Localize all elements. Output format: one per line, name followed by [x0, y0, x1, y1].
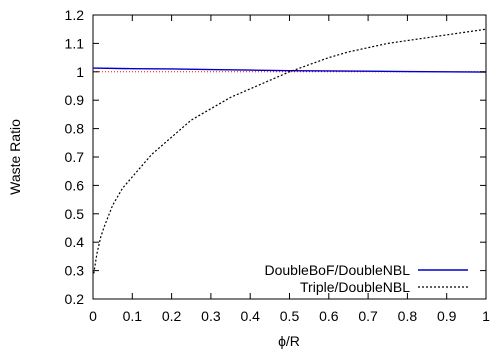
y-tick-label: 0.8	[65, 121, 85, 137]
x-tick-label: 0.1	[123, 308, 143, 324]
series-line-triple-doublenbl	[93, 28, 487, 274]
y-tick-label: 1.1	[65, 35, 85, 51]
y-tick-label: 1	[76, 64, 84, 80]
y-tick-label: 0.5	[65, 206, 85, 222]
y-tick-label: 1.2	[65, 7, 85, 23]
plot-frame	[92, 14, 487, 300]
y-tick-label: 0.4	[65, 234, 85, 250]
y-tick-label: 0.9	[65, 92, 85, 108]
x-tick-label: 0.8	[398, 308, 418, 324]
x-tick-label: 0.2	[162, 308, 182, 324]
legend-label: Triple/DoubleNBL	[300, 279, 410, 295]
x-tick-label: 0.3	[201, 308, 221, 324]
x-tick-label: 0.5	[280, 308, 300, 324]
series-line-doublebof-doublenbl	[92, 67, 487, 73]
x-axis-label: ϕ/R	[278, 333, 300, 349]
x-tick-label: 0.4	[240, 308, 260, 324]
axis-ticks: 0 0.1 0.2 0.3 0.4 0.5 0.6 0.7 0.8 0.9 1 0.2 0.3 0.4 0.…	[65, 7, 491, 324]
plot-area	[92, 14, 487, 300]
y-tick-label: 0.3	[65, 263, 85, 279]
legend-label: DoubleBoF/DoubleNBL	[264, 262, 410, 278]
x-tick-label: 0	[89, 308, 97, 324]
y-tick-label: 0.7	[65, 149, 85, 165]
x-tick-label: 0.9	[437, 308, 457, 324]
y-tick-label: 0.2	[65, 291, 85, 307]
y-axis-label: Waste Ratio	[7, 119, 23, 195]
x-tick-label: 1	[482, 308, 490, 324]
y-tick-label: 0.6	[65, 177, 85, 193]
x-tick-label: 0.7	[358, 308, 378, 324]
x-tick-label: 0.6	[319, 308, 339, 324]
